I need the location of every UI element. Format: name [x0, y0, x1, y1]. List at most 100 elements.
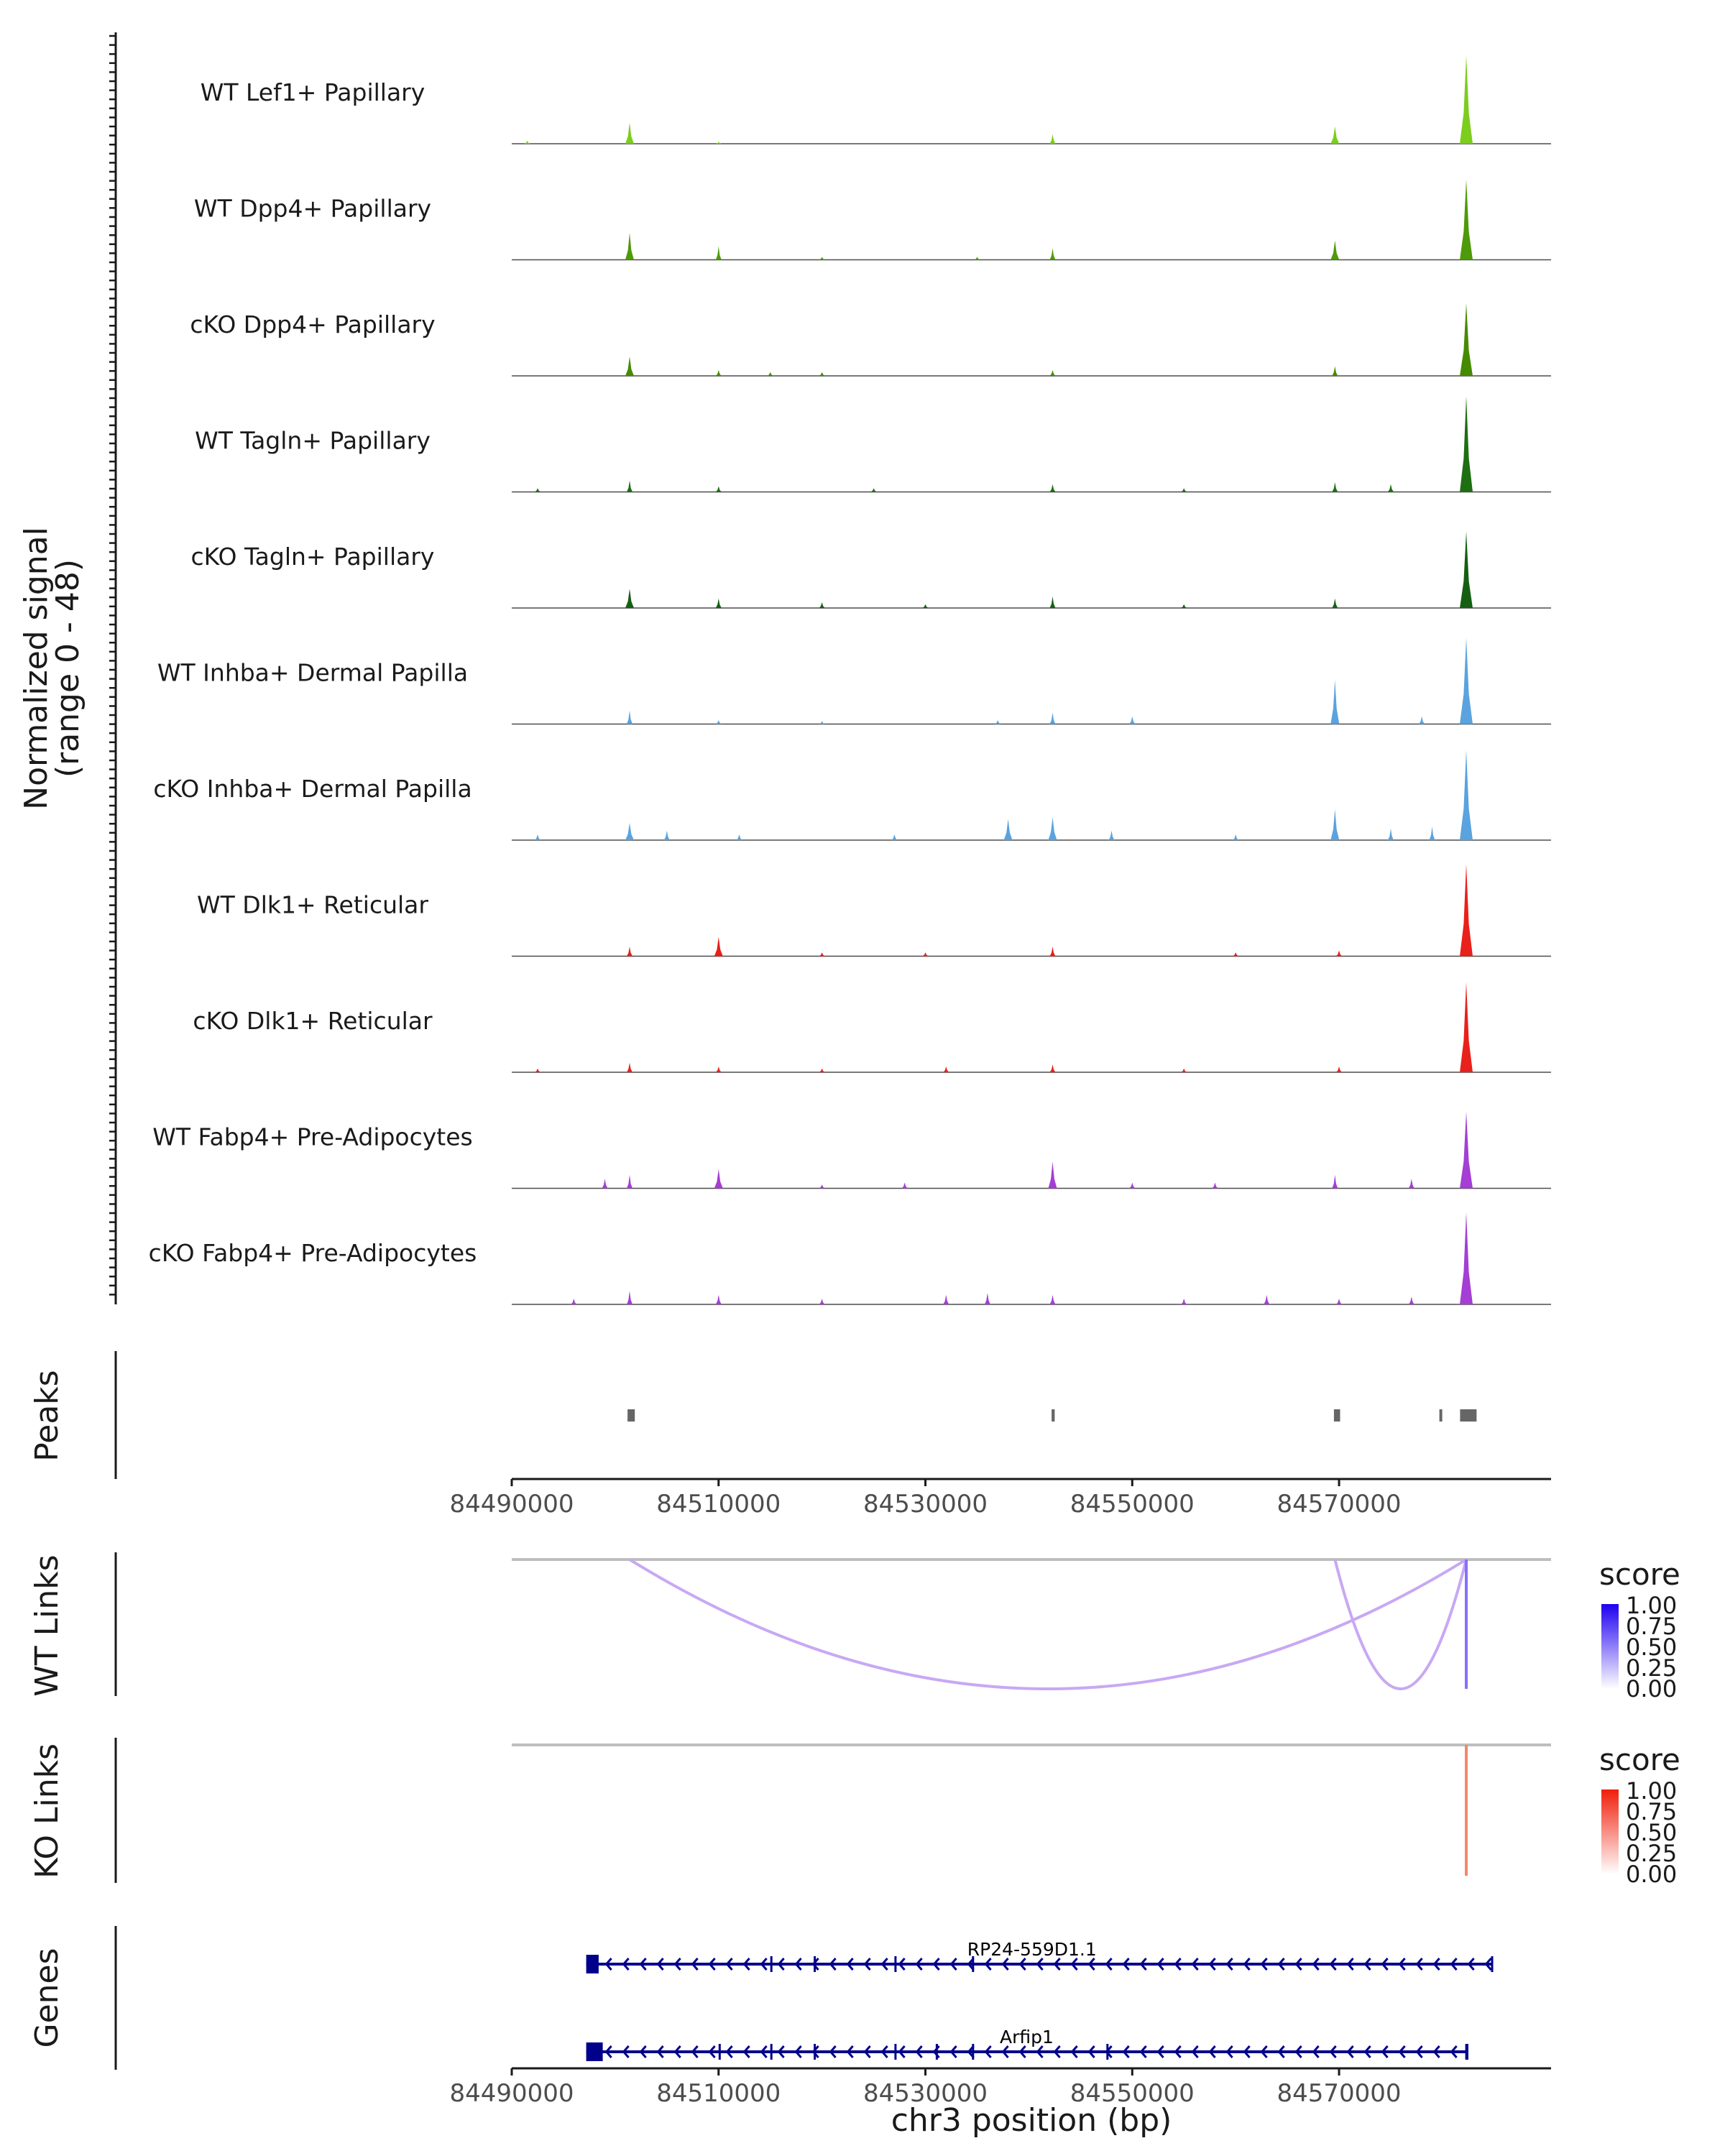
strand-arrow	[639, 2045, 647, 2058]
strand-arrow	[708, 2045, 716, 2058]
strand-arrow	[1381, 2045, 1389, 2058]
coverage-peak	[714, 1169, 723, 1189]
strand-arrow	[1329, 2045, 1337, 2058]
coverage-peak	[1460, 303, 1473, 376]
x-tick-label: 84490000	[449, 1490, 574, 1519]
strand-arrow	[811, 1958, 819, 1971]
track-label: WT Lef1+ Papillary	[201, 78, 426, 106]
peak-region	[1052, 1409, 1055, 1422]
strand-arrow	[1001, 2045, 1009, 2058]
strand-arrow	[1122, 2045, 1130, 2058]
strand-arrow	[760, 2045, 768, 2058]
coverage-peak	[1460, 55, 1473, 144]
coverage-peak	[1049, 484, 1056, 492]
coverage-peak	[535, 1068, 540, 1072]
ko-legend-colorbar	[1601, 1789, 1619, 1874]
ko-links-label: KO Links	[29, 1743, 65, 1879]
coverage-peak	[1330, 126, 1340, 144]
strand-arrow	[794, 1958, 802, 1971]
coverage-peak	[1408, 1296, 1414, 1304]
exon	[770, 1956, 773, 1972]
gene-name: Arfip1	[1000, 2027, 1054, 2047]
left-axes	[109, 32, 117, 2070]
wt-legend-labels: 1.000.750.500.250.00	[1626, 1592, 1677, 1703]
coverage-peak	[715, 598, 722, 608]
strand-arrow	[622, 2045, 630, 2058]
coverage-peak	[901, 1182, 908, 1189]
coverage-peak	[1181, 1068, 1187, 1072]
exon	[814, 1956, 816, 1972]
link-arc	[1333, 1559, 1468, 1690]
strand-arrow	[1277, 2045, 1285, 2058]
genes-panel: Genes RP24-559D1.1 Arfip1	[29, 1939, 1494, 2061]
strand-arrow	[1105, 1958, 1113, 1971]
coverage-peak	[736, 834, 742, 840]
gene-model: Arfip1	[586, 2027, 1468, 2061]
strand-arrow	[846, 1958, 854, 1971]
x-tick-label: 84570000	[1277, 1490, 1402, 1519]
exon	[972, 2044, 975, 2060]
coverage-peak	[1332, 482, 1338, 492]
strand-arrow	[691, 1958, 699, 1971]
coverage-peak	[1388, 829, 1394, 840]
x-tick-label: 84530000	[863, 1490, 988, 1519]
coverage-peak	[627, 1291, 632, 1304]
strand-arrow	[949, 1958, 957, 1971]
strand-arrow	[1036, 2045, 1044, 2058]
coverage-track: WT Dlk1+ Reticular	[197, 864, 1551, 957]
track-label: WT Tagln+ Papillary	[195, 427, 431, 455]
legend-label: 1.00	[1626, 1592, 1677, 1619]
track-label: cKO Fabp4+ Pre-Adipocytes	[149, 1239, 477, 1267]
coverage-tracks: WT Lef1+ Papillary WT Dpp4+ Papillary cKO …	[149, 55, 1551, 1305]
ko-legend-title: score	[1599, 1742, 1680, 1777]
coverage-track: cKO Tagln+ Papillary	[191, 531, 1551, 609]
coverage-peak	[627, 946, 632, 957]
coverage-peak	[1233, 834, 1239, 840]
exon	[894, 1956, 897, 1972]
wt-links-legend: score 1.000.750.500.250.00	[1599, 1557, 1680, 1703]
wt-links-panel: WT Links score 1.000.750.500.250.00	[29, 1554, 1680, 1703]
strand-arrow	[1139, 2045, 1147, 2058]
x-axis-top: 84490000 84510000 84530000 84550000 84570000	[449, 1478, 1551, 1519]
x-tick-label: 84550000	[1070, 1490, 1195, 1519]
coverage-peak	[1419, 716, 1425, 724]
exon	[972, 1956, 975, 1972]
coverage-peak	[891, 834, 898, 840]
coverage-peak	[625, 589, 634, 608]
strand-arrow	[1346, 1958, 1354, 1971]
strand-arrow	[1070, 1958, 1078, 1971]
strand-arrow	[1260, 1958, 1268, 1971]
strand-arrow	[1018, 2045, 1026, 2058]
strand-arrow	[1087, 1958, 1095, 1971]
strand-arrow	[1415, 1958, 1423, 1971]
coverage-peak	[571, 1299, 577, 1304]
strand-arrow	[1398, 1958, 1406, 1971]
strand-arrow	[863, 2045, 871, 2058]
legend-label: 0.00	[1626, 1861, 1677, 1888]
coverage-peak	[625, 233, 634, 260]
strand-arrow	[691, 2045, 699, 2058]
strand-arrow	[1156, 1958, 1164, 1971]
coverage-peak	[819, 602, 825, 608]
strand-arrow	[984, 2045, 992, 2058]
x-tick-label: 84510000	[656, 2079, 781, 2108]
coverage-track: cKO Dpp4+ Papillary	[190, 303, 1551, 377]
peaks-panel: Peaks	[29, 1370, 1477, 1462]
peak-regions	[627, 1409, 1477, 1422]
strand-arrow	[1312, 1958, 1320, 1971]
exon	[1106, 2044, 1109, 2060]
strand-arrow	[1122, 1958, 1130, 1971]
coverage-peak	[974, 257, 980, 260]
coverage-peak	[1460, 982, 1473, 1072]
strand-arrow	[1346, 2045, 1354, 2058]
strand-arrow	[1225, 1958, 1233, 1971]
legend-label: 0.75	[1626, 1613, 1677, 1640]
strand-arrow	[1225, 2045, 1233, 2058]
legend-label: 0.25	[1626, 1840, 1677, 1867]
strand-arrow	[1070, 2045, 1078, 2058]
strand-arrow	[604, 2045, 612, 2058]
strand-arrow	[725, 2045, 733, 2058]
coverage-peak	[715, 486, 722, 492]
strand-arrow	[708, 1958, 716, 1971]
strand-arrow	[829, 2045, 837, 2058]
